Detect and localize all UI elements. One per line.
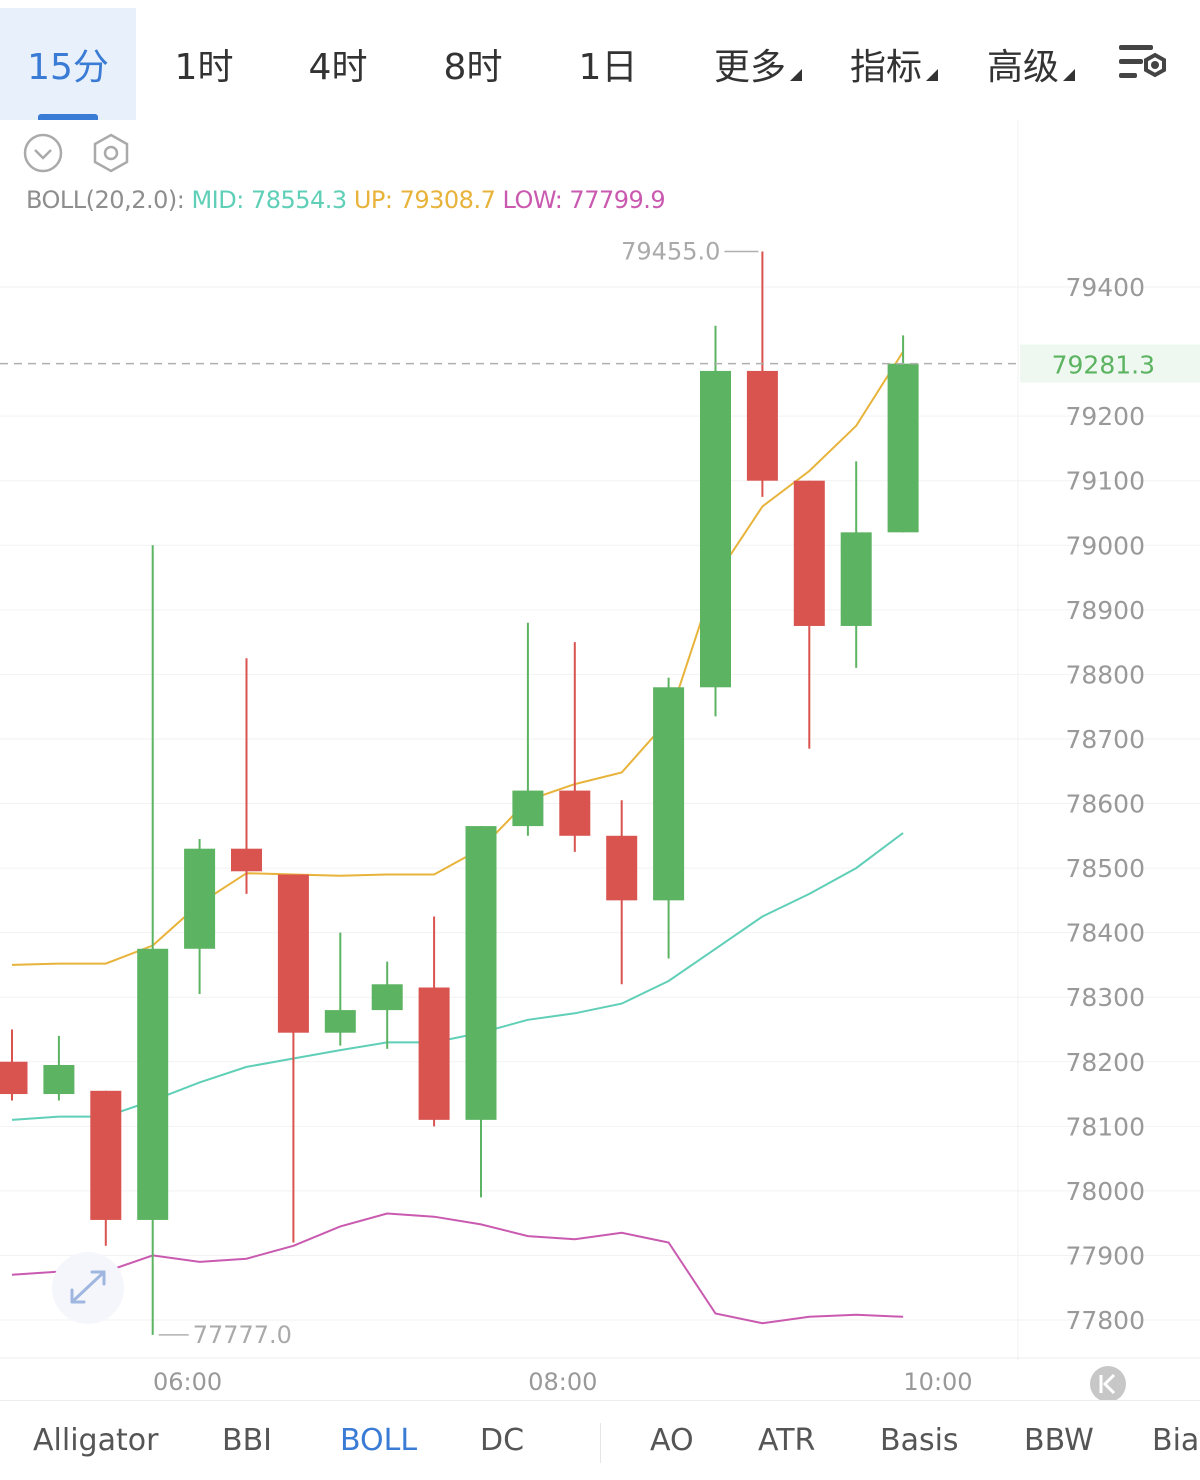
indicator-ao[interactable]: AO	[650, 1423, 694, 1458]
candle-body	[371, 984, 403, 1011]
x-tick-label: 08:00	[528, 1368, 597, 1396]
candle-body	[887, 363, 919, 533]
candle-body	[43, 1064, 75, 1095]
y-tick-label: 78200	[1065, 1048, 1145, 1077]
indicator-alligator[interactable]: Alligator	[33, 1423, 159, 1458]
dropdown-corner-icon	[1063, 69, 1075, 81]
boll-up-value: UP: 79308.7	[353, 186, 496, 214]
y-tick-label: 79000	[1065, 531, 1145, 560]
tab-4h[interactable]: 4时	[308, 47, 368, 88]
boll-params: BOLL(20,2.0):	[26, 186, 185, 214]
candle-body	[793, 480, 825, 626]
y-tick-label: 78500	[1065, 854, 1145, 883]
candle-body	[0, 1061, 28, 1095]
advanced-menu[interactable]: 高级	[973, 8, 1089, 120]
scroll-to-latest-button[interactable]	[1090, 1366, 1126, 1400]
candlestick-chart[interactable]: 79400 79200 79100 79000 78900 78800 78700 78600…	[0, 0, 1200, 1400]
candle-body	[277, 874, 309, 1033]
last-price-label: 79281.3	[1052, 351, 1155, 380]
y-tick-label: 78100	[1065, 1112, 1145, 1141]
candle-body	[465, 826, 497, 1120]
candle-body	[184, 848, 216, 949]
boll-lower-line	[11, 1212, 904, 1325]
y-tick-label: 78600	[1065, 790, 1145, 819]
more-menu[interactable]: 更多	[700, 8, 816, 120]
y-tick-label: 78000	[1065, 1177, 1145, 1206]
indicator-settings-icon[interactable]	[90, 132, 132, 174]
chart-settings-button[interactable]	[1100, 8, 1190, 120]
tab-8h[interactable]: 8时	[443, 47, 503, 88]
indicators-menu[interactable]: 指标	[836, 8, 952, 120]
y-tick-label: 78300	[1065, 983, 1145, 1012]
dropdown-corner-icon	[926, 69, 938, 81]
timeframe-bar: 15分 1时 4时 8时 1日 更多 指标 高级	[0, 0, 1200, 120]
y-tick-label: 78900	[1065, 596, 1145, 625]
candle-body	[137, 948, 169, 1220]
y-tick-label: 79400	[1065, 273, 1145, 302]
y-tick-label: 78700	[1065, 725, 1145, 754]
expand-icon[interactable]	[52, 1252, 124, 1324]
indicator-bar: Alligator BBI BOLL DC AO ATR Basis BBW B…	[0, 1400, 1200, 1480]
indicator-bbw[interactable]: BBW	[1024, 1423, 1094, 1458]
x-tick-label: 10:00	[903, 1368, 972, 1396]
max-price-label: 79455.0	[621, 237, 720, 265]
candle-body	[90, 1090, 122, 1220]
chart-tools	[22, 132, 132, 174]
y-tick-label: 77900	[1065, 1241, 1145, 1270]
dropdown-corner-icon	[790, 69, 802, 81]
y-tick-label: 79200	[1065, 402, 1145, 431]
settings-list-icon	[1119, 45, 1166, 78]
candle-body	[324, 1010, 356, 1033]
candle-body	[606, 835, 638, 901]
y-tick-label: 78800	[1065, 660, 1145, 689]
candle-body	[418, 987, 450, 1120]
boll-upper-line	[11, 351, 904, 966]
x-tick-label: 06:00	[153, 1368, 222, 1396]
tab-1d[interactable]: 1日	[578, 47, 638, 88]
candle-body	[653, 687, 685, 901]
boll-mid-value: MID: 78554.3	[191, 186, 347, 214]
y-tick-label: 77800	[1065, 1306, 1145, 1335]
y-tick-label: 78400	[1065, 919, 1145, 948]
last-price-tag	[1020, 344, 1200, 383]
candle-body	[746, 370, 778, 481]
tab-15m[interactable]: 15分	[0, 8, 136, 120]
indicator-divider	[600, 1423, 601, 1463]
candle-body	[512, 790, 544, 827]
min-price-label: 77777.0	[193, 1321, 292, 1349]
indicator-dc[interactable]: DC	[480, 1423, 525, 1458]
boll-low-value: LOW: 77799.9	[502, 186, 666, 214]
boll-legend: BOLL(20,2.0): MID: 78554.3 UP: 79308.7 L…	[26, 186, 666, 214]
candle-body	[231, 848, 262, 872]
y-tick-label: 79100	[1065, 467, 1145, 496]
candle-body	[559, 790, 591, 836]
tab-1h[interactable]: 1时	[174, 47, 234, 88]
indicator-atr[interactable]: ATR	[758, 1423, 816, 1458]
candle-body	[700, 370, 731, 688]
collapse-chevron-icon[interactable]	[22, 132, 64, 174]
indicator-bias[interactable]: Bias	[1152, 1423, 1200, 1458]
indicator-basis[interactable]: Basis	[880, 1423, 959, 1458]
indicator-bbi[interactable]: BBI	[222, 1423, 273, 1458]
indicator-boll[interactable]: BOLL	[340, 1423, 418, 1458]
candle-body	[840, 532, 872, 626]
